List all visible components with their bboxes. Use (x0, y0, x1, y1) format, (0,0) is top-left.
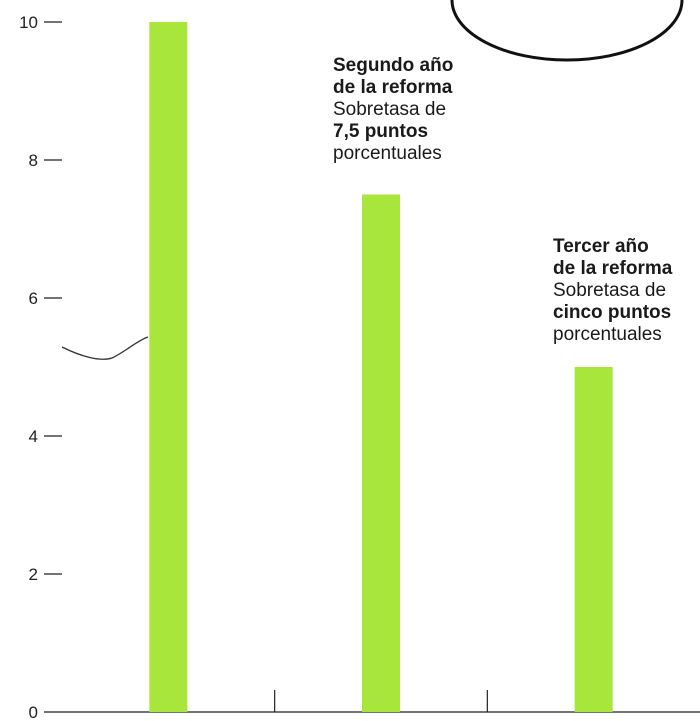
y-tick-label: 10 (19, 13, 38, 32)
annotation-bold-value: 7,5 puntos (333, 121, 429, 142)
y-tick-label: 0 (29, 703, 38, 721)
y-tick-label: 4 (29, 427, 38, 446)
bar-3 (574, 367, 613, 712)
annotation-title-line2: de la reforma (333, 77, 453, 98)
pen-stroke (61, 336, 149, 360)
annotation-title-line1: Tercer año (553, 236, 649, 257)
bar-layer (149, 22, 613, 712)
annotation-title-line1: Segundo año (333, 55, 454, 76)
annotation-text-line2: porcentuales (553, 324, 662, 345)
annotation-segundo-ano: Segundo año de la reforma Sobretasa de 7… (333, 55, 453, 165)
bar-1 (149, 22, 188, 712)
y-tick-label: 8 (29, 151, 38, 170)
annotation-text-line1: Sobretasa de (553, 280, 667, 301)
annotation-text-line1: Sobretasa de (333, 99, 447, 120)
annotation-title-line2: de la reforma (553, 258, 673, 279)
circle-outline (450, 0, 684, 62)
bar-2 (362, 194, 400, 712)
y-tick-label: 6 (29, 289, 38, 308)
y-tick-label: 2 (29, 565, 38, 584)
annotation-bold-value: cinco puntos (553, 302, 672, 323)
annotation-text-line2: porcentuales (333, 143, 442, 164)
annotation-tercer-ano: Tercer año de la reforma Sobretasa de ci… (553, 236, 672, 346)
